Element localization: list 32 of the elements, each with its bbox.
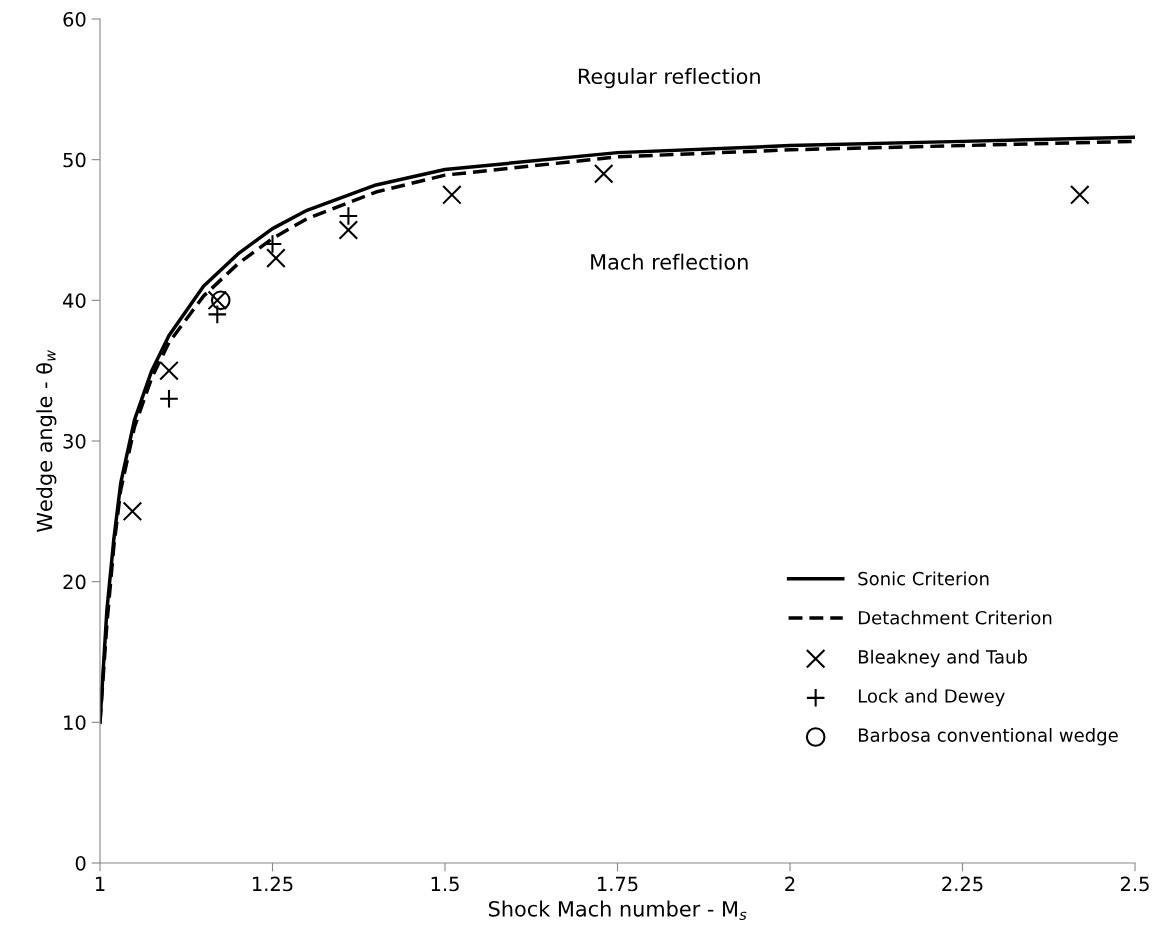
y-tick-label: 30 xyxy=(63,433,86,449)
point xyxy=(207,304,228,325)
y-tick-label: 40 xyxy=(63,293,86,308)
y-tick-label: 60 xyxy=(63,11,86,27)
x-tick-label: 1.5 xyxy=(431,876,459,892)
point xyxy=(1069,185,1090,205)
x-tick-label: 2.5 xyxy=(1120,876,1149,892)
x-tick-label: 2.25 xyxy=(942,876,983,892)
point xyxy=(593,163,614,184)
legend-label: Lock and Dewey xyxy=(858,688,1005,707)
point xyxy=(338,220,359,240)
y-tick-label: 20 xyxy=(63,574,86,590)
x-tick-label: 1.75 xyxy=(597,876,638,892)
x-tick-label: 1 xyxy=(95,876,105,891)
y-tick-label: 50 xyxy=(63,152,86,168)
legend-label: Bleakney and Taub xyxy=(858,649,1027,668)
x-tick-label: 2 xyxy=(785,876,795,891)
legend-label: Barbosa conventional wedge xyxy=(858,728,1118,746)
annotation: Mach reflection xyxy=(591,253,748,270)
x-axis-title: Shock Mach number - M$_{s}$ xyxy=(488,900,747,921)
y-axis-title: Wedge angle - θ$_{w}$ xyxy=(36,349,57,532)
point xyxy=(122,501,143,522)
point xyxy=(266,248,286,268)
legend-label: Detachment Criterion xyxy=(858,610,1052,625)
point xyxy=(159,388,179,409)
legend-label: Sonic Criterion xyxy=(858,571,989,586)
point xyxy=(442,185,462,205)
annotation: Regular reflection xyxy=(578,68,760,89)
x-tick-label: 1.25 xyxy=(252,876,293,892)
y-tick-label: 10 xyxy=(64,715,86,730)
y-tick-label: 0 xyxy=(75,855,86,871)
point xyxy=(159,360,179,381)
